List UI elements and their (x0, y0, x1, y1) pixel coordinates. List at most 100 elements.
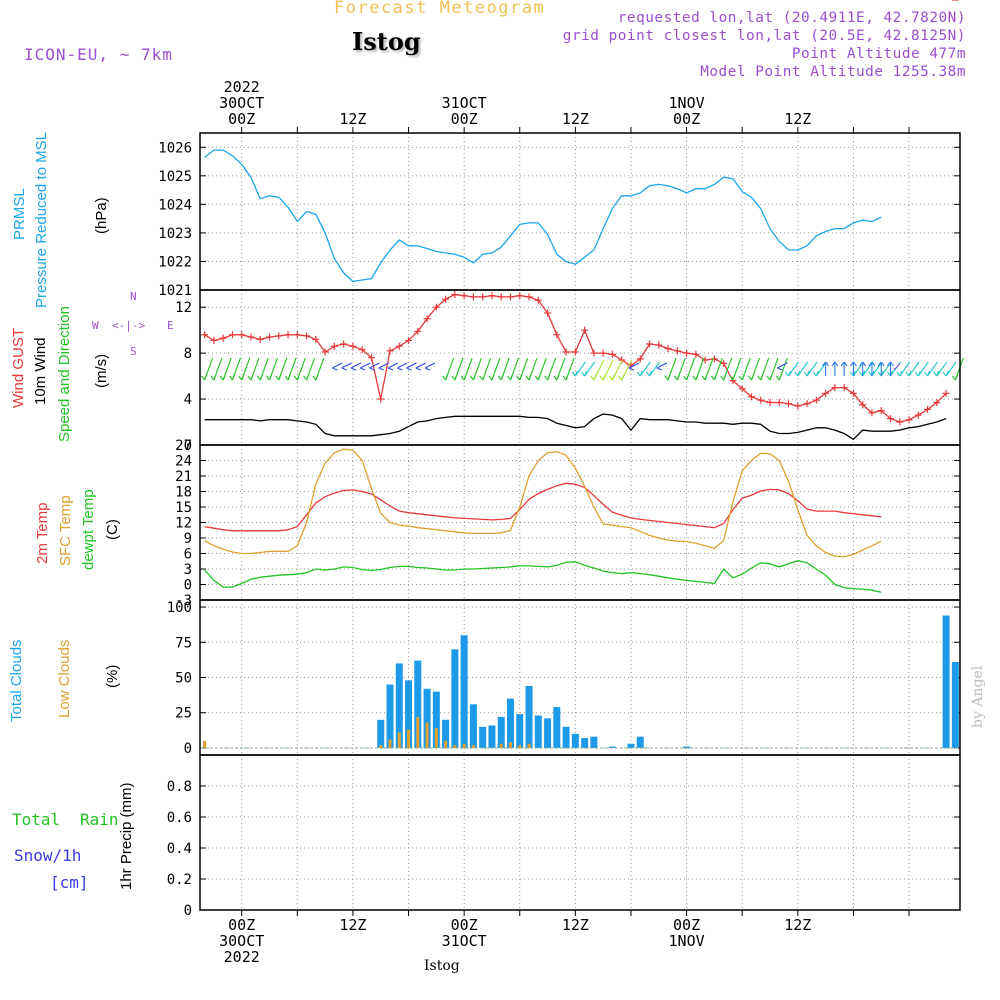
wind-barb-green-head (228, 375, 233, 381)
wind-barb-up-head (852, 361, 857, 367)
total-cloud-bar (571, 733, 579, 748)
y-tick-label: 18 (175, 485, 192, 501)
wind-barb-blue (415, 362, 427, 369)
y-tick-label: 50 (175, 671, 192, 687)
low-cloud-bar (203, 740, 207, 748)
total-cloud-bar (683, 746, 691, 748)
x-label-top: 2022 (224, 78, 260, 96)
wind-barb-cyan-head (794, 371, 799, 377)
wind-barb-green-head (201, 375, 206, 381)
wind-barb-lightgreen-head (611, 374, 615, 381)
wind-barb-green-head (460, 375, 465, 381)
wind-barb-green-head (704, 374, 708, 381)
wind-barb-cyan-head (646, 371, 650, 377)
x-label-bottom: 00Z (673, 916, 700, 934)
wind-barb-green-head (500, 374, 504, 381)
wind-barb-green-head (741, 374, 745, 381)
wind-barb-cyan-head (584, 370, 588, 377)
wind-barb-cyan-head (936, 370, 940, 377)
wind-barb-up-head (862, 361, 867, 367)
total-cloud-bar (951, 662, 959, 748)
pressure-line (204, 149, 882, 283)
wind-barb-lightgreen-head (599, 375, 604, 381)
wind-barb-green-head (472, 374, 476, 381)
wind-barb-cyan-head (571, 371, 576, 377)
wind-barb-green-head (293, 375, 298, 381)
location-title: Istog (352, 27, 421, 56)
total-cloud-bar (414, 660, 422, 748)
app-title: Forecast Meteogram (334, 0, 546, 18)
wind-barb-cyan (927, 361, 939, 377)
y-tick-label: 0.2 (167, 872, 192, 888)
y-tick-label: 25 (175, 706, 192, 722)
wind-barb-up-head (880, 361, 885, 367)
wind-barb-cyan (574, 361, 586, 377)
wind-barb-blue (369, 362, 380, 369)
wind-barb-green-head (757, 375, 762, 381)
wind-barb-green-head (278, 374, 282, 381)
total-cloud-bar (377, 719, 385, 748)
compass-w: W (92, 319, 99, 332)
wind-barb-blue (424, 362, 436, 369)
wind-barb-green-head (275, 375, 280, 381)
wind-barb-up-head (887, 361, 891, 367)
wind-barb-blue (656, 362, 668, 369)
wind-barb-green-head (562, 375, 567, 381)
wind-barb-green-head (284, 375, 289, 381)
total-cloud-bar (534, 715, 542, 748)
wind-barb-up-head (831, 361, 836, 367)
y-tick-label: 1024 (158, 197, 192, 213)
wind-barb-blue (359, 362, 371, 369)
wind-barb-cyan (871, 361, 883, 377)
wind-barb-green-head (507, 375, 511, 381)
total-cloud-bar (525, 685, 533, 748)
wind-barb-green-head (537, 374, 541, 381)
wind-barb-blue-head (415, 367, 422, 371)
grid-point-coords: grid point closest lon,lat (20.5E, 42.81… (562, 28, 966, 44)
total-cloud-bar (590, 736, 598, 748)
wind-barb-cyan-head (945, 370, 949, 377)
wind-barb-green-head (676, 374, 680, 381)
wind-barb-cyan (815, 361, 827, 377)
wind-barb-cyan (584, 361, 596, 377)
wind-barb-lightgreen-head (621, 374, 625, 381)
low-cloud-bar (416, 716, 420, 748)
wind-barb-cyan (806, 361, 818, 377)
y-tick-label: 15 (175, 500, 192, 516)
panel-frame (199, 754, 961, 911)
wind-barb-green-head (315, 374, 319, 381)
low-cloud-bar (471, 745, 475, 748)
y-tick-label: 0 (184, 438, 192, 454)
wind-barb-blue-head (628, 367, 635, 371)
model-label: ICON-EU, ~ 7km (24, 45, 173, 64)
wind-barb-cyan-head (636, 371, 641, 377)
wind-barb-green-head (732, 374, 736, 381)
wind-barb-cyan-head (927, 370, 931, 377)
low-cloud-bar (379, 745, 383, 748)
wind-barb-green-head (673, 375, 678, 381)
total-cloud-bar (942, 615, 950, 748)
total-rain-label-1: Total (12, 810, 61, 829)
wind-barb-green-head (247, 375, 252, 381)
x-label-top: 00Z (673, 110, 700, 128)
total-cloud-bar (442, 719, 450, 748)
wind-barb-cyan (852, 361, 864, 377)
y-tick-label: 12 (175, 516, 192, 532)
total-cloud-bar (497, 716, 505, 748)
wind-barb-cyan (917, 361, 929, 377)
wind-barb-cyan-head (649, 370, 653, 377)
wind-barb-cyan-head (917, 370, 921, 377)
wind-barb-green-head (667, 374, 671, 381)
x-label-top: 12Z (339, 110, 366, 128)
x-label-top: 31OCT (442, 94, 487, 112)
compass-s: S (130, 345, 137, 358)
total-cloud-bar (405, 680, 413, 748)
wind-barb-green-head (710, 375, 715, 381)
total-cloud-bar (451, 649, 459, 748)
wind-barb-blue (628, 362, 640, 369)
wind-barb-cyan-head (788, 370, 792, 377)
wind-barb-blue-head (369, 367, 375, 371)
wind-barb-green-head (683, 375, 688, 381)
wind-barb-green-head (269, 374, 273, 381)
